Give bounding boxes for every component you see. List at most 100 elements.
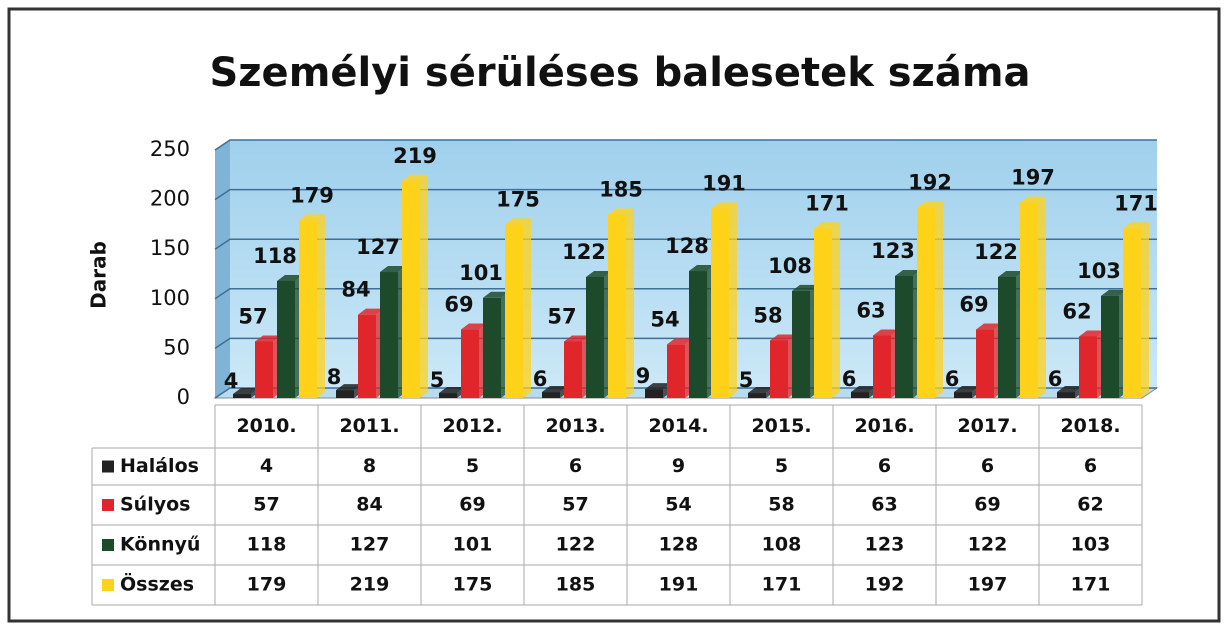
data-label: 175 xyxy=(496,187,540,211)
x-tick-label: 2016. xyxy=(854,415,914,437)
table-cell: 197 xyxy=(968,574,1008,596)
bar xyxy=(1020,202,1038,398)
x-tick-label: 2013. xyxy=(545,415,605,437)
data-label: 219 xyxy=(393,144,437,168)
data-label: 5 xyxy=(430,368,445,392)
table-cell: 6 xyxy=(569,455,582,477)
table-cell: 4 xyxy=(260,455,273,477)
bar-side xyxy=(420,174,428,398)
bar-side xyxy=(1141,222,1149,398)
grid-line xyxy=(214,139,1157,151)
table-cell: 9 xyxy=(672,455,685,477)
bar-top xyxy=(917,201,943,208)
grid-line xyxy=(214,337,1157,350)
bar xyxy=(770,340,788,398)
chart-title: Személyi sérüléses balesetek száma xyxy=(209,50,1030,96)
bar xyxy=(461,329,479,398)
bar-side xyxy=(935,201,943,398)
bar-top xyxy=(542,386,568,393)
data-label: 54 xyxy=(650,307,679,331)
data-label: 69 xyxy=(444,293,473,317)
table-cell: 6 xyxy=(878,455,891,477)
bar xyxy=(1123,228,1141,398)
table-cell: 57 xyxy=(562,494,588,516)
bar xyxy=(645,389,663,398)
x-tick-label: 2014. xyxy=(648,415,708,437)
bar xyxy=(711,208,729,398)
table-cell: 101 xyxy=(453,534,493,556)
bar xyxy=(255,341,273,398)
legend-label: Összes xyxy=(120,572,194,596)
data-label: 6 xyxy=(945,367,960,391)
data-label: 127 xyxy=(356,235,400,259)
data-label: 123 xyxy=(871,239,915,263)
bar-top xyxy=(1101,289,1127,296)
table-cell: 179 xyxy=(247,574,287,596)
table-cell: 192 xyxy=(865,574,905,596)
bar-top xyxy=(439,387,465,394)
data-label: 84 xyxy=(341,278,370,302)
y-tick-label: 200 xyxy=(150,187,190,211)
table-cell: 219 xyxy=(350,574,390,596)
bar-top xyxy=(1079,330,1105,337)
bar-top xyxy=(358,308,384,315)
bar-top xyxy=(299,214,325,221)
bar-top xyxy=(748,387,774,394)
table-cell: 171 xyxy=(762,574,802,596)
bar xyxy=(439,393,457,398)
bar xyxy=(814,228,832,398)
data-label: 62 xyxy=(1062,299,1091,323)
y-tick-label: 0 xyxy=(177,385,190,409)
bar xyxy=(792,290,810,398)
table-cell: 6 xyxy=(1084,455,1097,477)
bar-top xyxy=(564,335,590,342)
table-cell: 63 xyxy=(871,494,897,516)
bar xyxy=(976,329,994,398)
bar xyxy=(402,180,420,398)
data-label: 58 xyxy=(753,303,782,327)
data-label: 63 xyxy=(856,299,885,323)
table-cell: 108 xyxy=(762,534,802,556)
table-cell: 185 xyxy=(556,574,596,596)
bar-top xyxy=(1020,196,1046,203)
y-axis-label: Darab xyxy=(87,241,111,309)
data-label: 5 xyxy=(739,368,754,392)
table-cell: 118 xyxy=(247,534,287,556)
table-cell: 84 xyxy=(356,494,382,516)
table-cell: 191 xyxy=(659,574,699,596)
bar-top xyxy=(814,222,840,229)
bar xyxy=(998,276,1016,398)
bar-top xyxy=(998,270,1024,277)
bar xyxy=(748,393,766,398)
bar xyxy=(586,276,604,398)
y-tick-label: 150 xyxy=(150,236,190,260)
data-label: 122 xyxy=(562,240,606,264)
frame xyxy=(7,7,1221,623)
y-tick-label: 100 xyxy=(150,286,190,310)
data-label: 197 xyxy=(1011,166,1055,190)
x-tick-label: 2011. xyxy=(339,415,399,437)
table-cell: 171 xyxy=(1071,574,1111,596)
bar-top xyxy=(461,323,487,330)
x-tick-label: 2018. xyxy=(1060,415,1120,437)
table-cell: 6 xyxy=(981,455,994,477)
bar-top xyxy=(667,338,693,345)
bar xyxy=(608,214,626,398)
bar-top xyxy=(483,291,509,298)
data-label: 122 xyxy=(974,240,1018,264)
bar-top xyxy=(689,265,715,272)
table-cell: 8 xyxy=(363,455,376,477)
bar xyxy=(954,392,972,398)
bar-top xyxy=(608,208,634,215)
bar xyxy=(667,344,685,398)
data-label: 4 xyxy=(224,369,239,393)
bar-side xyxy=(626,208,634,398)
grid-line xyxy=(214,288,1157,300)
table-cell: 122 xyxy=(556,534,596,556)
bar xyxy=(564,341,582,398)
bar-top xyxy=(277,274,303,281)
bar xyxy=(1057,392,1075,398)
bar-side xyxy=(317,214,325,398)
legend-swatch xyxy=(102,579,114,591)
bar xyxy=(689,271,707,398)
